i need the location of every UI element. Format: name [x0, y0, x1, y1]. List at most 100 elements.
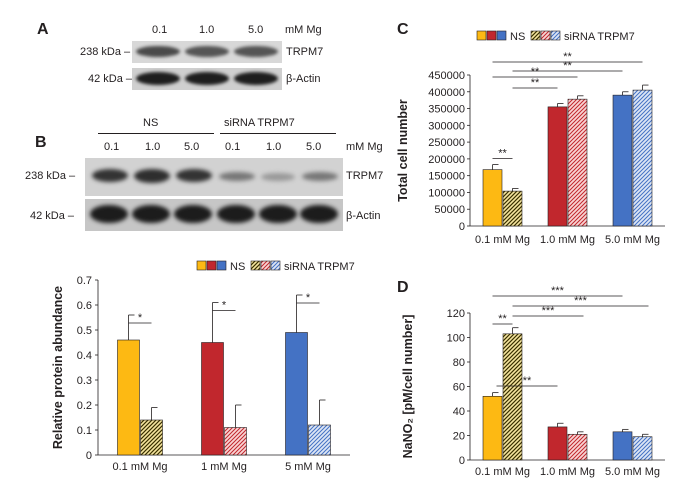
protein-sig-label-3: *: [306, 292, 311, 304]
nano2-y-tick-label-0: 0: [459, 455, 465, 467]
cellnum-y-tick-label-1: 50000: [434, 204, 465, 216]
cellnum-legend-label-sirna: siRNA TRPM7: [564, 31, 635, 43]
nano2-sig-label-1: **: [498, 313, 507, 325]
cellnum-y-tick-label-0: 0: [459, 221, 465, 233]
blot-a-band-trpm7-2: [185, 46, 229, 57]
protein-y-tick-label-5: 0.5: [77, 325, 92, 337]
protein-sig-label-1: *: [138, 312, 143, 324]
nano2-y-tick-label-6: 120: [447, 308, 465, 320]
blot-b-band-trpm7-2: [134, 169, 170, 183]
protein-category-label-1: 0.1 mM Mg: [112, 461, 167, 473]
cellnum-bar-sirna-1: [502, 190, 523, 227]
protein-bar-sirna-1: [140, 419, 163, 456]
panel-letter-a: A: [37, 21, 49, 38]
cellnum-y-tick-label-9: 450000: [428, 70, 465, 82]
protein-legend-swatch-ns-1: [196, 260, 207, 271]
nano2-bar-ns-3: [612, 431, 633, 461]
cellnum-y-tick-label-5: 250000: [428, 137, 465, 149]
protein-legend-swatch-sirna-1: [250, 260, 261, 271]
cellnum-legend-swatch-sirna-2: [540, 30, 551, 41]
cellnum-legend-swatch-sirna-1: [530, 30, 541, 41]
blot-b-group-ns-line: [98, 133, 214, 134]
protein-legend-swatch-sirna-3: [270, 260, 281, 271]
blot-b-conc-1: 0.1: [104, 141, 120, 153]
protein-sig-label-2: *: [222, 300, 227, 312]
blot-b-band-actin-5: [259, 205, 297, 223]
protein-y-tick-label-7: 0.7: [77, 275, 92, 287]
blot-a-band1-name: TRPM7: [286, 46, 324, 58]
blot-b-band2-size: 42 kDa –: [30, 210, 75, 222]
blot-b-band-actin-4: [217, 205, 255, 223]
blot-a-conc-3: 5.0: [248, 24, 264, 36]
nano2-sig-label-2: **: [523, 375, 532, 387]
nano2-y-tick-label-5: 100: [447, 333, 465, 345]
blot-a-conc-1: 0.1: [152, 24, 168, 36]
nano2-bar-sirna-2: [567, 433, 588, 461]
cellnum-y-tick-label-8: 400000: [428, 87, 465, 99]
cellnum-sig-label-2: **: [531, 77, 540, 89]
blot-b-band-actin-6: [300, 205, 338, 223]
protein-bar-ns-3: [285, 332, 308, 456]
protein-y-tick-label-3: 0.3: [77, 375, 92, 387]
nano2-category-label-3: 5.0 mM Mg: [605, 466, 660, 478]
blot-b-conc-3: 5.0: [184, 141, 200, 153]
cellnum-category-label-2: 1.0 mM Mg: [540, 234, 595, 246]
cellnum-sig-label-1: **: [498, 148, 507, 160]
protein-legend-swatch-ns-3: [216, 260, 227, 271]
blot-b-band-trpm7-1: [92, 169, 128, 182]
protein-bar-ns-2: [201, 342, 224, 456]
blot-a-band1-size: 238 kDa –: [80, 46, 131, 58]
blot-b-conc-4: 0.1: [225, 141, 241, 153]
cellnum-legend-swatch-ns-3: [496, 30, 507, 41]
protein-y-tick-label-1: 0.1: [77, 425, 92, 437]
nano2-category-label-1: 0.1 mM Mg: [475, 466, 530, 478]
protein-chart: 0 0.1 0.2 0.3 0.4 0.5 0.6 0.7 Relative protein a…: [51, 275, 350, 473]
protein-y-tick-label-6: 0.6: [77, 300, 92, 312]
blot-a-band-actin-1: [136, 72, 180, 85]
protein-legend-swatch-sirna-2: [260, 260, 271, 271]
blot-a-conc-2: 1.0: [199, 24, 215, 36]
cellnum-bar-ns-1: [482, 169, 503, 227]
panel-letter-c: C: [397, 21, 409, 38]
protein-legend-label-ns: NS: [230, 261, 245, 273]
cellnum-y-tick-label-4: 200000: [428, 154, 465, 166]
blot-b-band-trpm7-5: [261, 173, 295, 181]
nano2-bar-sirna-3: [632, 436, 653, 461]
blot-b-group-sirna: siRNA TRPM7: [224, 117, 295, 129]
cellnum-y-tick-label-3: 150000: [428, 171, 465, 183]
blot-b-band-trpm7-4: [219, 172, 255, 181]
protein-y-tick-label-0: 0: [86, 450, 92, 462]
blot-b-unit: mM Mg: [346, 141, 383, 153]
blot-b-band1-size: 238 kDa –: [25, 170, 76, 182]
cellnum-y-tick-label-2: 100000: [428, 187, 465, 199]
blot-b-group-ns: NS: [143, 117, 159, 129]
blot-b-band-trpm7-3: [176, 169, 212, 182]
nano2-y-tick-label-4: 80: [453, 357, 465, 369]
cellnum-bar-ns-3: [612, 94, 633, 227]
blot-b-band-trpm7-6: [302, 172, 338, 181]
cellnum-bar-sirna-3: [632, 89, 653, 227]
protein-bar-ns-1: [117, 339, 140, 456]
protein-legend-swatch-ns-2: [206, 260, 217, 271]
blot-a-unit: mM Mg: [285, 24, 322, 36]
blot-b-conc-6: 5.0: [306, 141, 322, 153]
blot-b-conc-5: 1.0: [266, 141, 282, 153]
blot-b-band1-name: TRPM7: [346, 170, 384, 182]
cellnum-bar-ns-2: [547, 106, 568, 227]
panel-letter-b: B: [35, 134, 47, 151]
cellnum-sig-label-3: **: [563, 60, 572, 72]
nano2-bar-ns-2: [547, 426, 568, 461]
blot-a-band-actin-3: [234, 72, 278, 85]
blot-b-band-actin-2: [132, 205, 170, 223]
blot-b-band-actin-1: [90, 205, 128, 223]
blot-a-band2-size: 42 kDa –: [88, 73, 133, 85]
cellnum-legend-swatch-ns-2: [486, 30, 497, 41]
cellnum-y-tick-label-6: 300000: [428, 120, 465, 132]
panel-letter-d: D: [397, 279, 409, 296]
protein-y-axis-label: Relative protein abundance: [51, 286, 65, 449]
cellnum-legend-swatch-ns-1: [476, 30, 487, 41]
protein-bar-sirna-2: [224, 427, 247, 456]
nano2-sig-label-4: ***: [574, 295, 588, 307]
blot-a-band-trpm7-1: [136, 46, 180, 57]
